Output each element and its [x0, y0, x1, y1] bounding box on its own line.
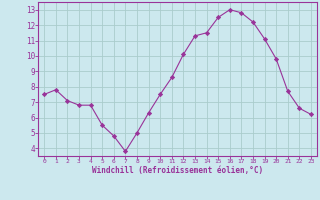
X-axis label: Windchill (Refroidissement éolien,°C): Windchill (Refroidissement éolien,°C) — [92, 166, 263, 175]
